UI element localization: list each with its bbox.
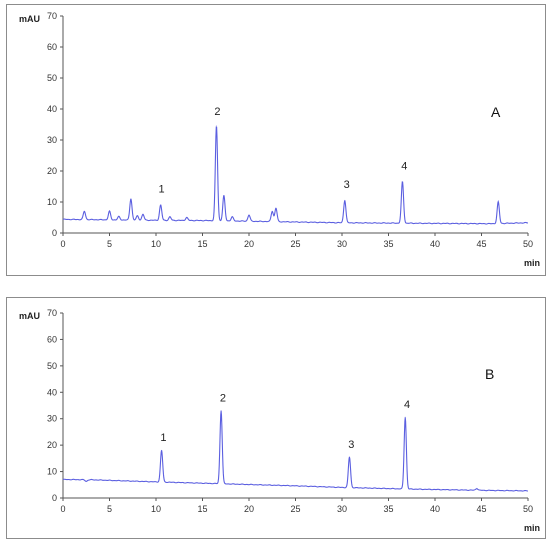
y-axis-label: mAU <box>19 311 40 321</box>
x-tick-label: 45 <box>476 239 486 249</box>
x-tick-label: 45 <box>476 504 486 514</box>
x-tick-label: 15 <box>197 239 207 249</box>
peak-label: 3 <box>348 439 354 451</box>
y-tick-label: 20 <box>47 166 57 176</box>
x-axis-label: min <box>524 258 540 268</box>
panel-label: A <box>491 104 501 120</box>
peak-point <box>223 195 225 197</box>
x-axis-label: min <box>524 523 540 533</box>
x-tick-label: 35 <box>383 504 393 514</box>
y-axis-label: mAU <box>19 14 40 24</box>
peak-label: 3 <box>344 179 350 191</box>
panel-label: B <box>485 366 494 382</box>
chromatogram-trace <box>62 126 528 225</box>
peak-point <box>476 487 478 490</box>
y-tick-label: 60 <box>47 334 57 344</box>
x-tick-label: 30 <box>337 239 347 249</box>
peak-point <box>220 410 222 412</box>
y-tick-label: 70 <box>47 11 57 21</box>
y-tick-label: 10 <box>47 197 57 207</box>
peak-point <box>186 216 188 219</box>
y-tick-label: 70 <box>47 308 57 318</box>
y-tick-label: 0 <box>52 493 57 503</box>
peak-point <box>348 456 351 458</box>
y-tick-label: 30 <box>47 135 57 145</box>
chromatogram-panel-a: 0 10 20 30 40 50 60 70 0 5 10 15 20 25 30 35 40 45 50 mAU mi… <box>6 4 546 276</box>
y-tick-label: 20 <box>47 440 57 450</box>
x-tick-label: 25 <box>290 504 300 514</box>
peak-label: 4 <box>404 399 410 411</box>
x-tick-label: 10 <box>151 239 161 249</box>
peak-point <box>108 210 111 212</box>
peak-point <box>404 416 406 418</box>
x-tick-label: 0 <box>60 504 65 514</box>
peak-point <box>85 480 87 482</box>
x-tick-label: 20 <box>244 504 254 514</box>
peak-point <box>160 449 163 452</box>
x-tick-label: 0 <box>60 239 65 249</box>
peak-point <box>130 198 132 200</box>
x-tick-label: 40 <box>430 239 440 249</box>
x-tick-label: 5 <box>107 239 112 249</box>
x-tick-label: 10 <box>151 504 161 514</box>
y-tick-label: 10 <box>47 467 57 477</box>
peak-point <box>136 215 138 217</box>
x-tick-label: 15 <box>197 504 207 514</box>
x-tick-label: 40 <box>430 504 440 514</box>
y-tick-label: 30 <box>47 414 57 424</box>
x-tick-label: 50 <box>523 239 533 249</box>
peak-point <box>169 216 171 218</box>
chromatogram-a-plot: 0 10 20 30 40 50 60 70 0 5 10 15 20 25 30 35 40 45 50 mAU mi… <box>19 11 540 268</box>
peak-point <box>344 199 346 202</box>
peak-point <box>118 215 120 218</box>
peak-point <box>275 207 277 209</box>
chromatogram-trace <box>62 410 529 492</box>
peak-point <box>231 216 233 218</box>
peak-label: 2 <box>214 106 220 118</box>
y-tick-label: 40 <box>47 104 57 114</box>
peak-point <box>248 214 250 216</box>
peak-point <box>160 204 162 206</box>
peak-label: 1 <box>160 432 166 444</box>
peak-label: 1 <box>159 184 165 196</box>
peak-point <box>83 210 85 212</box>
x-tick-label: 20 <box>244 239 254 249</box>
peak-point <box>215 125 218 127</box>
peak-point <box>271 210 273 212</box>
y-tick-label: 0 <box>52 228 57 238</box>
y-tick-label: 50 <box>47 361 57 371</box>
y-tick-label: 60 <box>47 42 57 52</box>
x-tick-label: 25 <box>290 239 300 249</box>
peak-label: 4 <box>401 160 407 172</box>
x-tick-label: 30 <box>337 504 347 514</box>
chromatogram-panel-b: 0 10 20 30 40 50 60 70 0 5 10 15 20 25 30 35 40 45 50 mAU mi… <box>6 297 546 539</box>
chromatogram-b-plot: 0 10 20 30 40 50 60 70 0 5 10 15 20 25 30 35 40 45 50 mAU mi… <box>19 308 540 533</box>
x-tick-label: 35 <box>383 239 393 249</box>
peak-point <box>401 181 404 183</box>
peak-point <box>142 213 144 215</box>
y-tick-label: 40 <box>47 387 57 397</box>
peak-label: 2 <box>220 393 226 405</box>
x-tick-label: 50 <box>523 504 533 514</box>
peak-point <box>497 201 499 203</box>
y-tick-label: 50 <box>47 73 57 83</box>
x-tick-label: 5 <box>107 504 112 514</box>
